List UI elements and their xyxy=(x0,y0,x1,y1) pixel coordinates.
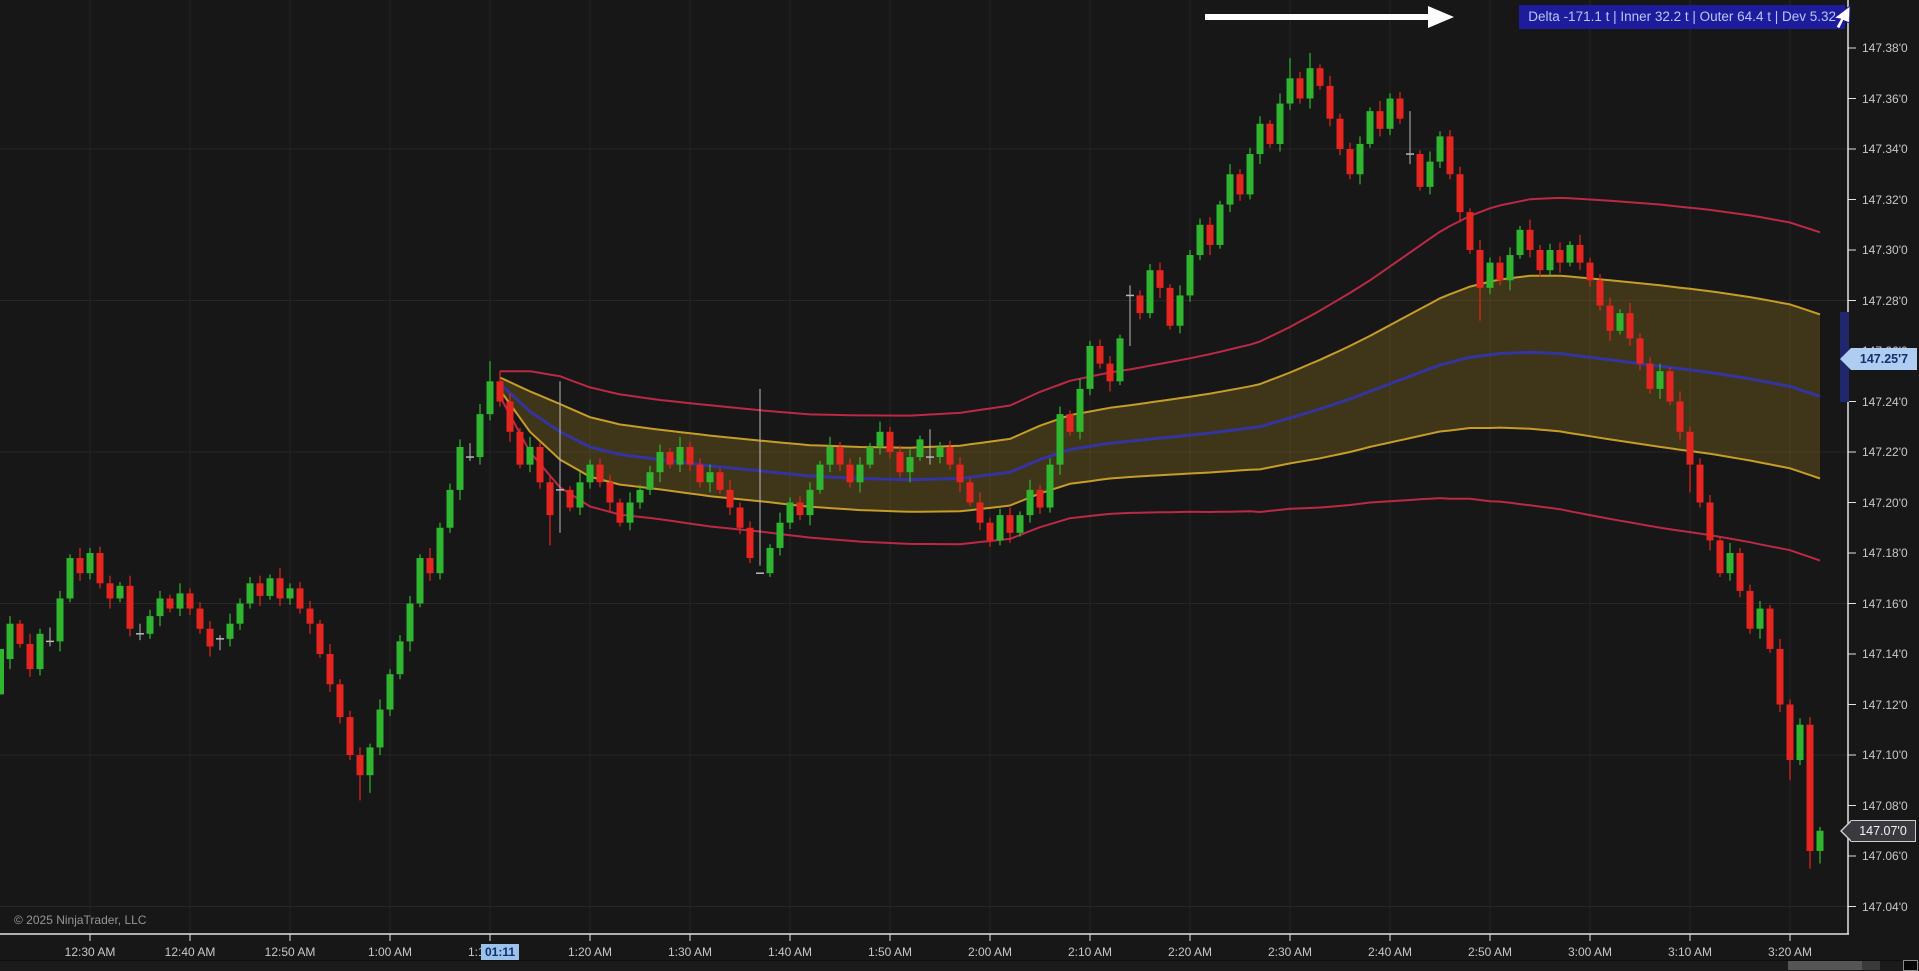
price-axis-label: 147.30'0 xyxy=(1862,243,1908,257)
last-price-marker: 147.07'0 xyxy=(1840,819,1916,842)
mouse-cursor-icon xyxy=(1832,4,1851,30)
price-axis-label: 147.12'0 xyxy=(1862,697,1908,712)
price-axis-label: 147.18'0 xyxy=(1862,546,1908,560)
price-axis-label: 147.16'0 xyxy=(1862,596,1908,611)
time-axis-label: 2:10 AM xyxy=(1067,945,1113,959)
price-axis-label: 147.32'0 xyxy=(1862,192,1908,207)
price-marker-tip xyxy=(1840,347,1851,370)
price-axis-label: 147.36'0 xyxy=(1862,91,1908,106)
time-axis-label: 1:00 AM xyxy=(367,945,413,959)
outer-band-lower-line xyxy=(499,395,1821,562)
time-axis-label: 1:40 AM xyxy=(767,945,813,959)
horizontal-scrollbar[interactable] xyxy=(0,960,1919,971)
scrollbar-thumb[interactable] xyxy=(1788,961,1862,970)
time-axis-label: 12:50 AM xyxy=(264,945,316,959)
time-axis-label: 2:40 AM xyxy=(1367,945,1413,959)
price-axis-label: 147.14'0 xyxy=(1862,647,1908,661)
time-axis-label: 2:20 AM xyxy=(1167,945,1213,959)
inner-band-lower-line xyxy=(499,389,1821,513)
price-axis-label: 147.10'0 xyxy=(1862,748,1908,762)
indicator-price-value: 147.25'7 xyxy=(1859,351,1909,366)
last-price-value: 147.07'0 xyxy=(1859,823,1907,838)
scrollbar-corner-box[interactable] xyxy=(1903,960,1918,971)
time-axis-label: 1:30 AM xyxy=(667,945,713,959)
outer-band-upper-line xyxy=(500,196,1821,417)
price-axis-label: 147.24'0 xyxy=(1862,394,1908,409)
price-axis-label: 147.06'0 xyxy=(1862,849,1908,863)
copyright-text: © 2025 NinjaTrader, LLC xyxy=(14,913,147,927)
gridlines xyxy=(0,0,1848,934)
price-axis-label: 147.04'0 xyxy=(1862,899,1908,914)
axis-lines xyxy=(0,0,1849,935)
time-axis-label: 3:00 AM xyxy=(1567,945,1613,959)
price-axis-label: 147.28'0 xyxy=(1862,293,1908,308)
time-axis-label: 1:50 AM xyxy=(867,945,913,959)
price-axis-label: 147.22'0 xyxy=(1862,445,1908,459)
delta-stats-badge: Delta -171.1 t | Inner 32.2 t | Outer 64… xyxy=(1519,5,1845,29)
time-axis-label: 3:20 AM xyxy=(1767,945,1813,959)
price-marker-tip-inner xyxy=(1842,820,1852,841)
anchor-time-badge: 01:11 xyxy=(480,944,520,961)
time-axis-label: 12:30 AM xyxy=(64,945,116,959)
vwap-mid-line xyxy=(498,350,1821,482)
price-axis-label: 147.08'0 xyxy=(1862,798,1908,813)
time-axis-label: 2:30 AM xyxy=(1267,945,1313,959)
scrollbar-thumb-end[interactable] xyxy=(1862,961,1880,970)
time-axis-label: 1:20 AM xyxy=(567,945,613,959)
arrow-annotation[interactable] xyxy=(0,0,1919,40)
indicator-price-marker: 147.25'7 xyxy=(1840,347,1917,370)
time-axis-label: 12:40 AM xyxy=(164,945,216,959)
price-axis-label: 147.34'0 xyxy=(1862,142,1908,156)
time-axis-label: 2:50 AM xyxy=(1467,945,1513,959)
time-axis-label: 2:00 AM xyxy=(967,945,1013,959)
axis-ticks xyxy=(89,47,1856,941)
candlestick-series xyxy=(0,53,1824,869)
time-axis-label: 3:10 AM xyxy=(1667,945,1713,959)
price-axis-label: 147.20'0 xyxy=(1862,495,1908,510)
price-axis-label: 147.38'0 xyxy=(1862,41,1908,55)
